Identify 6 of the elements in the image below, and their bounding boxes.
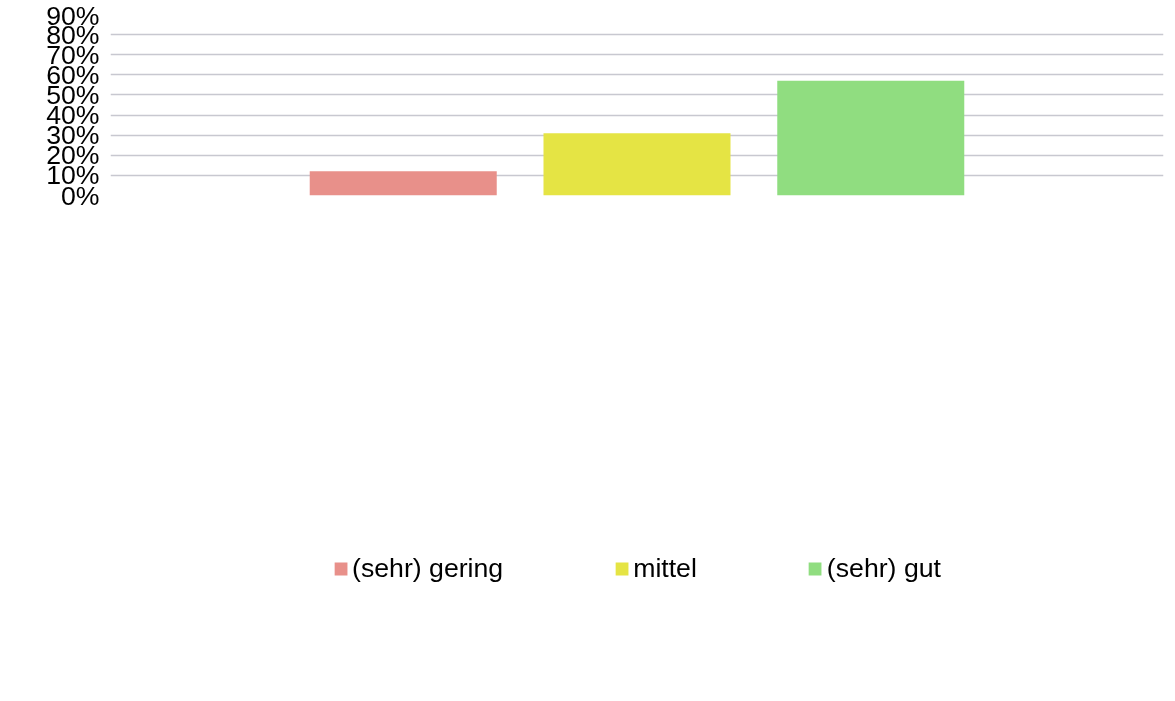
bar [543,133,731,196]
bar [777,80,965,196]
legend-label: (sehr) gering [352,552,504,584]
bar [309,171,497,196]
legend-label: (sehr) gut [826,552,941,584]
legend-label: mittel [633,552,697,584]
